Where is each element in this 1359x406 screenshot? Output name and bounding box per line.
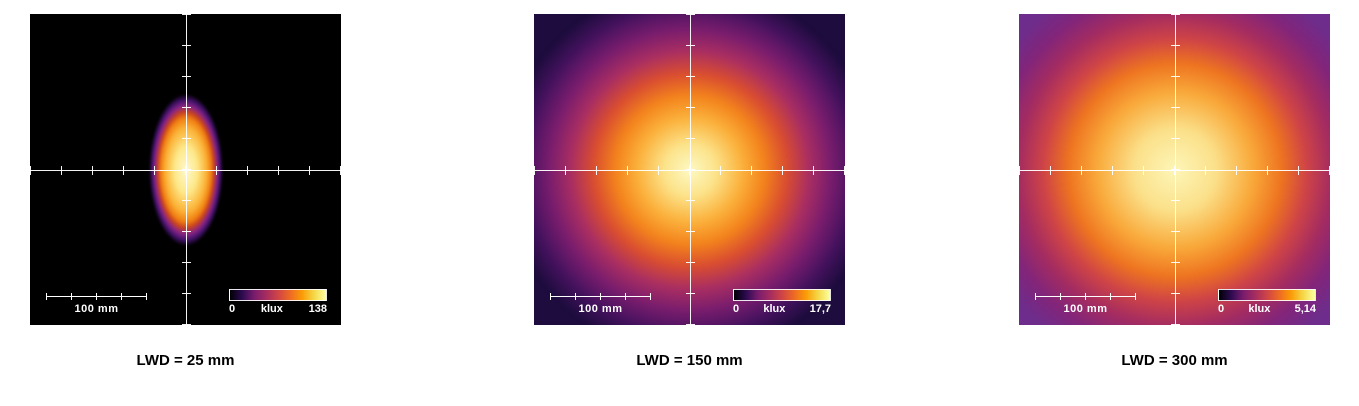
colorbar: 0 klux 138 xyxy=(229,289,327,315)
colorbar-unit-label: klux xyxy=(763,303,786,315)
scale-bar-label: 100 mm xyxy=(1063,303,1108,315)
colorbar: 0 klux 5,14 xyxy=(1218,289,1316,315)
scale-bar-label: 100 mm xyxy=(578,303,623,315)
scale-bar: 100 mm xyxy=(1035,293,1136,315)
colorbar-min-label: 0 xyxy=(733,303,740,315)
scale-bar-line xyxy=(1035,293,1136,300)
panel-caption-lwd-25: LWD = 25 mm xyxy=(136,352,235,369)
colorbar: 0 klux 17,7 xyxy=(733,289,831,315)
crosshair-vertical-ticks xyxy=(1170,14,1180,325)
colorbar-unit-label: klux xyxy=(1248,303,1271,315)
colorbar-labels: 0 klux 17,7 xyxy=(733,303,831,315)
panel-caption-lwd-300: LWD = 300 mm xyxy=(1121,352,1228,369)
scale-bar-line xyxy=(46,293,147,300)
colorbar-labels: 0 klux 138 xyxy=(229,303,327,315)
colorbar-gradient xyxy=(229,289,327,301)
colorbar-min-label: 0 xyxy=(229,303,236,315)
colorbar-gradient xyxy=(1218,289,1316,301)
colorbar-gradient xyxy=(733,289,831,301)
panel-caption-lwd-150: LWD = 150 mm xyxy=(636,352,743,369)
scale-bar: 100 mm xyxy=(46,293,147,315)
heatmap-panel-lwd-150: 100 mm 0 klux 17,7 xyxy=(534,14,845,325)
colorbar-max-label: 138 xyxy=(308,303,327,315)
scale-bar: 100 mm xyxy=(550,293,651,315)
scale-bar-label: 100 mm xyxy=(74,303,119,315)
colorbar-labels: 0 klux 5,14 xyxy=(1218,303,1316,315)
colorbar-max-label: 5,14 xyxy=(1294,303,1316,315)
colorbar-unit-label: klux xyxy=(260,303,283,315)
heatmap-panel-lwd-300: 100 mm 0 klux 5,14 xyxy=(1019,14,1330,325)
scale-bar-line xyxy=(550,293,651,300)
crosshair-vertical-ticks xyxy=(181,14,191,325)
colorbar-min-label: 0 xyxy=(1218,303,1225,315)
colorbar-max-label: 17,7 xyxy=(809,303,831,315)
heatmap-panel-lwd-25: 100 mm 0 klux 138 xyxy=(30,14,341,325)
crosshair-vertical-ticks xyxy=(685,14,695,325)
